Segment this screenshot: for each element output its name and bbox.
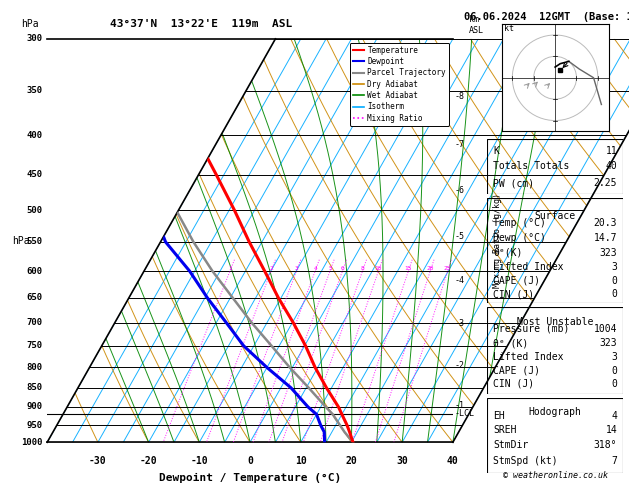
Text: Dewpoint / Temperature (°C): Dewpoint / Temperature (°C) [159, 472, 341, 483]
Text: CIN (J): CIN (J) [493, 379, 534, 389]
Text: -4: -4 [455, 276, 465, 285]
Text: 1000: 1000 [21, 438, 42, 447]
Text: -3: -3 [455, 319, 465, 328]
Text: © weatheronline.co.uk: © weatheronline.co.uk [503, 471, 608, 480]
Text: 20.3: 20.3 [594, 218, 617, 228]
Text: 800: 800 [26, 363, 42, 372]
Text: EH: EH [493, 411, 504, 421]
Text: 11: 11 [606, 146, 617, 156]
Text: θᵉ (K): θᵉ (K) [493, 338, 528, 348]
Text: -5: -5 [455, 231, 465, 241]
Text: -10: -10 [191, 456, 208, 467]
Text: CAPE (J): CAPE (J) [493, 365, 540, 376]
Text: Pressure (mb): Pressure (mb) [493, 324, 569, 333]
Text: -20: -20 [140, 456, 157, 467]
Text: 850: 850 [26, 383, 42, 392]
Text: PW (cm): PW (cm) [493, 178, 534, 188]
Text: StmSpd (kt): StmSpd (kt) [493, 455, 557, 466]
Text: 40: 40 [447, 456, 459, 467]
Text: 400: 400 [26, 131, 42, 140]
Text: -30: -30 [89, 456, 107, 467]
Text: StmDir: StmDir [493, 440, 528, 451]
Text: Lifted Index: Lifted Index [493, 352, 564, 363]
Text: hPa: hPa [21, 19, 38, 29]
Text: 1: 1 [228, 266, 232, 271]
Text: -2: -2 [455, 361, 465, 370]
Text: 20: 20 [345, 456, 357, 467]
Text: 3: 3 [294, 266, 298, 271]
Text: 14.7: 14.7 [594, 233, 617, 243]
Text: Most Unstable: Most Unstable [517, 317, 593, 327]
Text: Mixing Ratio (g/kg): Mixing Ratio (g/kg) [493, 193, 502, 288]
Text: 950: 950 [26, 420, 42, 430]
Text: 25: 25 [444, 266, 452, 271]
Text: 500: 500 [26, 206, 42, 214]
Text: 7: 7 [611, 455, 617, 466]
Text: 323: 323 [599, 248, 617, 258]
Text: 450: 450 [26, 170, 42, 179]
Text: 43°37'N  13°22'E  119m  ASL: 43°37'N 13°22'E 119m ASL [110, 19, 292, 29]
Text: Lifted Index: Lifted Index [493, 262, 564, 272]
Text: 4: 4 [313, 266, 317, 271]
Text: Hodograph: Hodograph [528, 407, 582, 417]
Text: 300: 300 [26, 35, 42, 43]
Text: 0: 0 [611, 365, 617, 376]
Text: 0: 0 [611, 290, 617, 299]
Text: -6: -6 [455, 186, 465, 195]
Text: 06.06.2024  12GMT  (Base: 12): 06.06.2024 12GMT (Base: 12) [464, 12, 629, 22]
Text: 700: 700 [26, 318, 42, 327]
Text: 900: 900 [26, 402, 42, 412]
Text: K: K [493, 146, 499, 156]
Text: 550: 550 [26, 238, 42, 246]
Text: 2.25: 2.25 [594, 178, 617, 188]
Legend: Temperature, Dewpoint, Parcel Trajectory, Dry Adiabat, Wet Adiabat, Isotherm, Mi: Temperature, Dewpoint, Parcel Trajectory… [350, 43, 449, 125]
Text: 5: 5 [328, 266, 332, 271]
Text: 6: 6 [340, 266, 344, 271]
Text: θᵉ(K): θᵉ(K) [493, 248, 522, 258]
Text: Dewp (°C): Dewp (°C) [493, 233, 546, 243]
Text: -8: -8 [455, 92, 465, 101]
Text: 323: 323 [599, 338, 617, 348]
Text: kt: kt [504, 24, 514, 33]
Text: 650: 650 [26, 294, 42, 302]
Text: 600: 600 [26, 267, 42, 276]
Text: 4: 4 [611, 411, 617, 421]
Text: Totals Totals: Totals Totals [493, 161, 569, 172]
Text: 750: 750 [26, 341, 42, 350]
Text: 2: 2 [269, 266, 273, 271]
Text: 10: 10 [375, 266, 382, 271]
Text: 3: 3 [611, 352, 617, 363]
Text: 20: 20 [426, 266, 434, 271]
Text: 350: 350 [26, 86, 42, 95]
Text: 15: 15 [404, 266, 412, 271]
Text: -1: -1 [455, 401, 465, 410]
Text: CAPE (J): CAPE (J) [493, 276, 540, 286]
Text: Temp (°C): Temp (°C) [493, 218, 546, 228]
Text: SREH: SREH [493, 425, 516, 435]
Text: 8: 8 [360, 266, 364, 271]
Text: 30: 30 [396, 456, 408, 467]
Text: 14: 14 [606, 425, 617, 435]
Text: 0: 0 [611, 379, 617, 389]
Text: 10: 10 [295, 456, 306, 467]
Text: hPa: hPa [12, 236, 30, 245]
Text: km
ASL: km ASL [469, 16, 484, 35]
Text: -LCL: -LCL [455, 409, 475, 418]
Text: 3: 3 [611, 262, 617, 272]
Text: 0: 0 [611, 276, 617, 286]
Text: -7: -7 [455, 139, 465, 149]
Text: CIN (J): CIN (J) [493, 290, 534, 299]
Text: 1004: 1004 [594, 324, 617, 333]
Text: 40: 40 [606, 161, 617, 172]
Text: 0: 0 [247, 456, 253, 467]
Text: Surface: Surface [535, 211, 576, 221]
Text: 318°: 318° [594, 440, 617, 451]
